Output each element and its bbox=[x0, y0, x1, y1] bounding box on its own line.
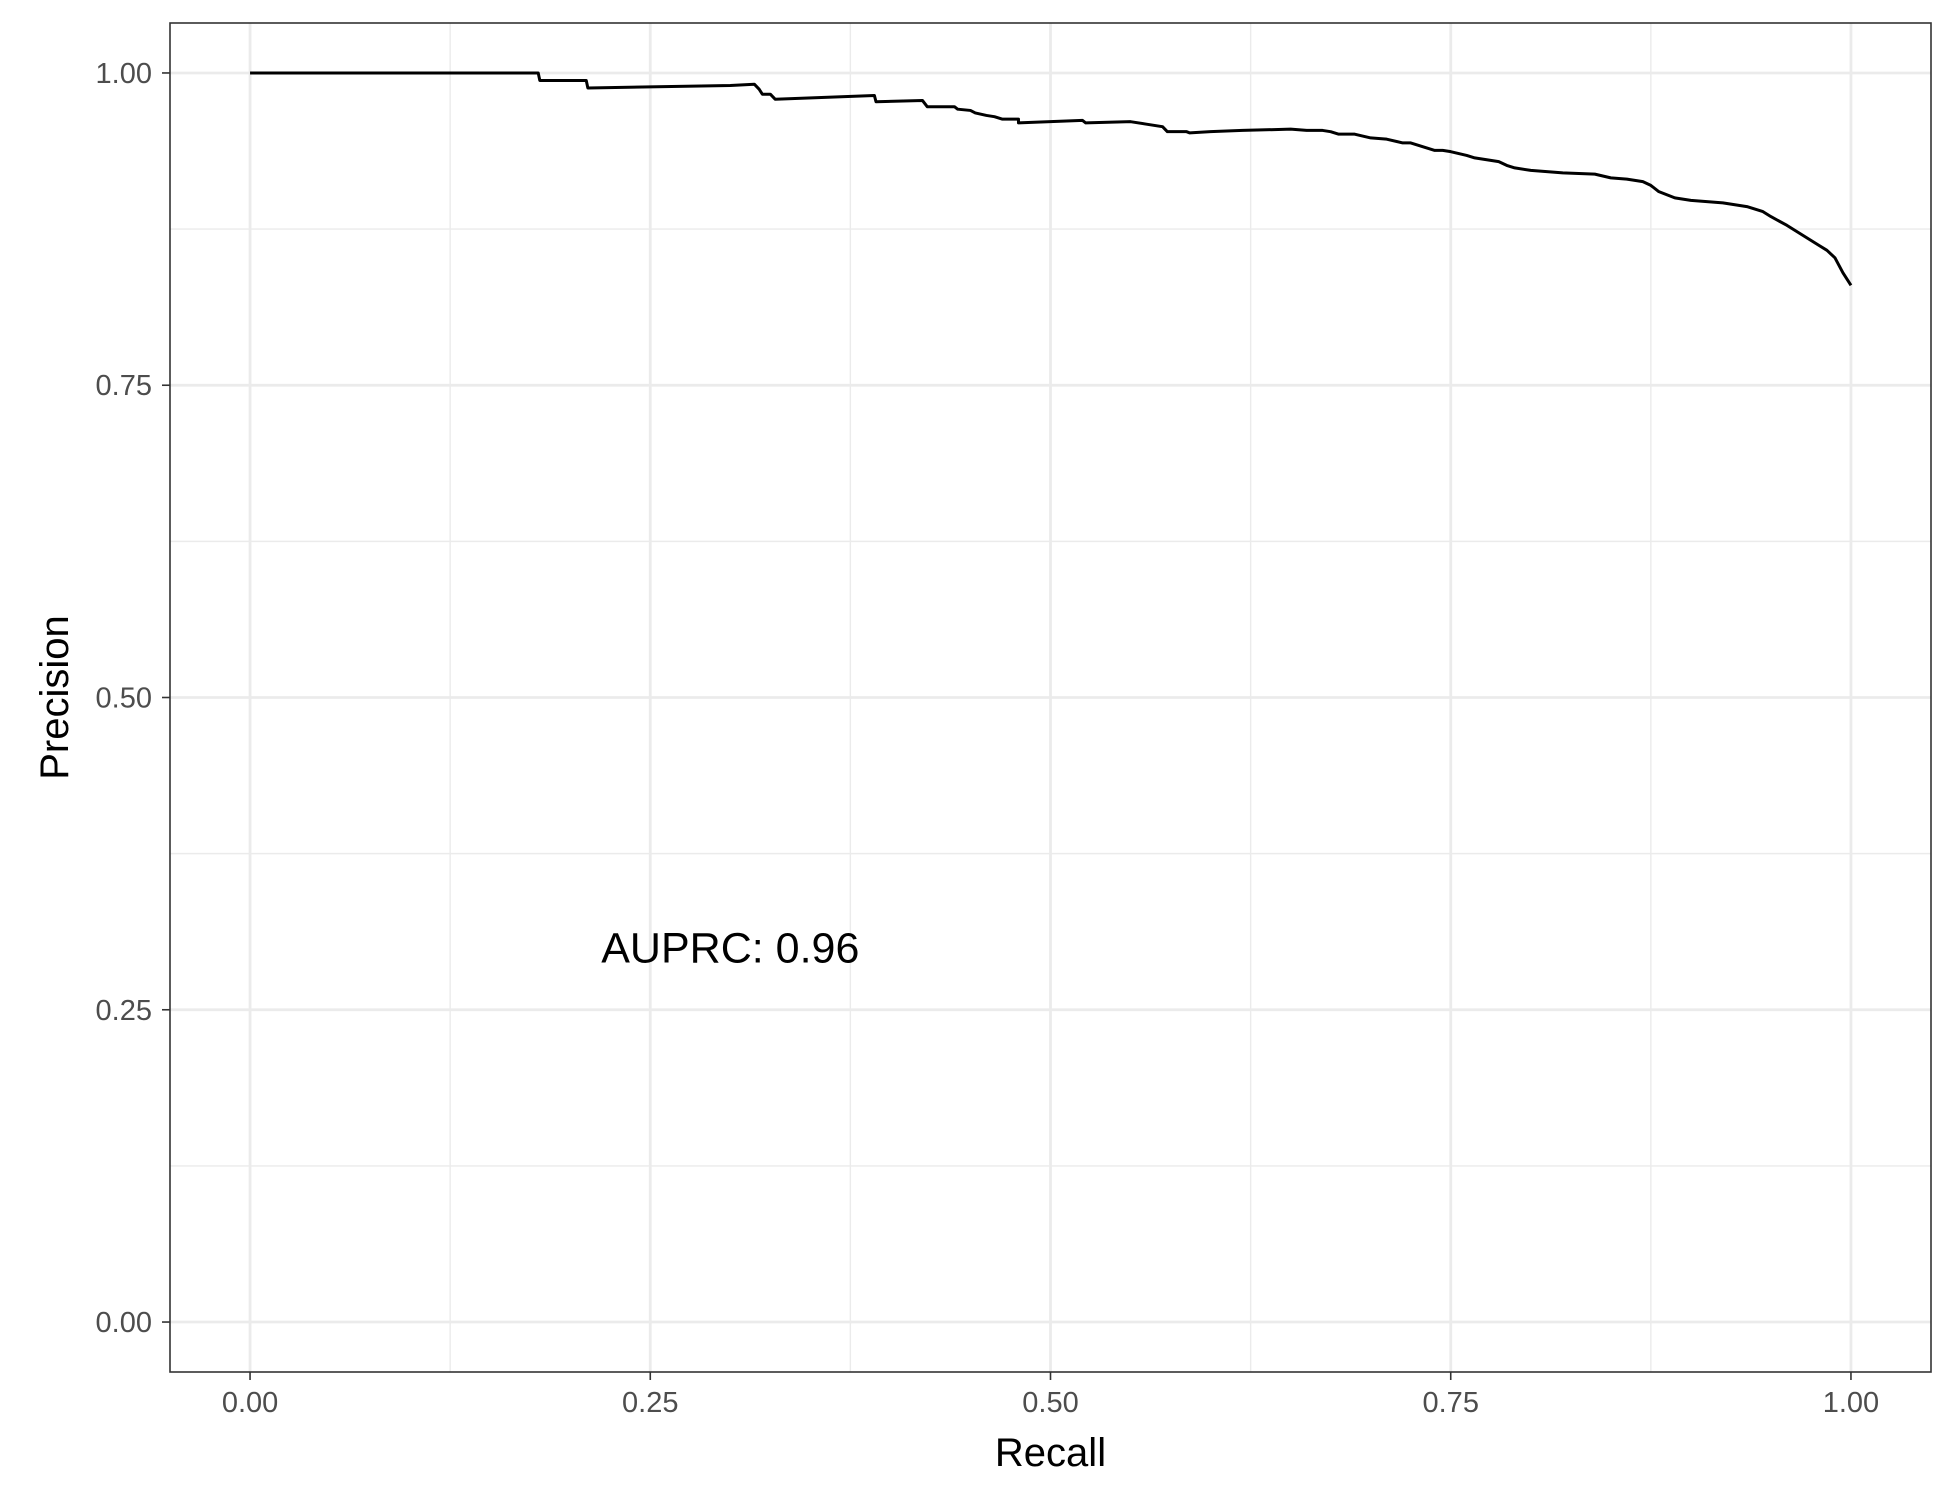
auprc-annotation: AUPRC: 0.96 bbox=[601, 924, 859, 972]
y-axis-title: Precision bbox=[33, 615, 77, 780]
x-axis-ticks: 0.00 0.25 0.50 0.75 1.00 bbox=[222, 1372, 1879, 1419]
x-tick-label: 1.00 bbox=[1823, 1387, 1879, 1419]
y-axis-ticks: 0.00 0.25 0.50 0.75 1.00 bbox=[96, 58, 170, 1339]
y-tick-label: 0.75 bbox=[96, 370, 152, 402]
x-tick-label: 0.00 bbox=[222, 1387, 278, 1419]
y-tick-label: 1.00 bbox=[96, 58, 152, 90]
y-tick-label: 0.00 bbox=[96, 1307, 152, 1339]
y-tick-label: 0.25 bbox=[96, 995, 152, 1027]
x-tick-label: 0.50 bbox=[1022, 1387, 1078, 1419]
y-tick-label: 0.50 bbox=[96, 683, 152, 715]
series-layer bbox=[250, 71, 1853, 287]
x-axis-title: Recall bbox=[995, 1431, 1106, 1475]
x-tick-label: 0.25 bbox=[622, 1387, 678, 1419]
precision-recall-curve bbox=[250, 71, 1853, 287]
x-tick-label: 0.75 bbox=[1423, 1387, 1479, 1419]
